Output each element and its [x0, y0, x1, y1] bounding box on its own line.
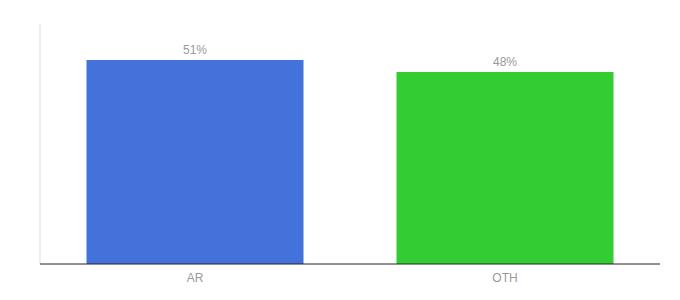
x-tick-label: OTH [492, 271, 517, 285]
chart-container: AR OTH 51% 48% [0, 0, 680, 300]
x-axis-line [40, 264, 660, 265]
chart-svg: AR OTH 51% 48% [0, 0, 680, 300]
data-label: 48% [493, 55, 517, 69]
bars [87, 60, 614, 264]
bar [397, 72, 614, 264]
y-axis-line [40, 24, 41, 264]
bar [87, 60, 304, 264]
data-label: 51% [183, 43, 207, 57]
x-tick-label: AR [187, 271, 204, 285]
